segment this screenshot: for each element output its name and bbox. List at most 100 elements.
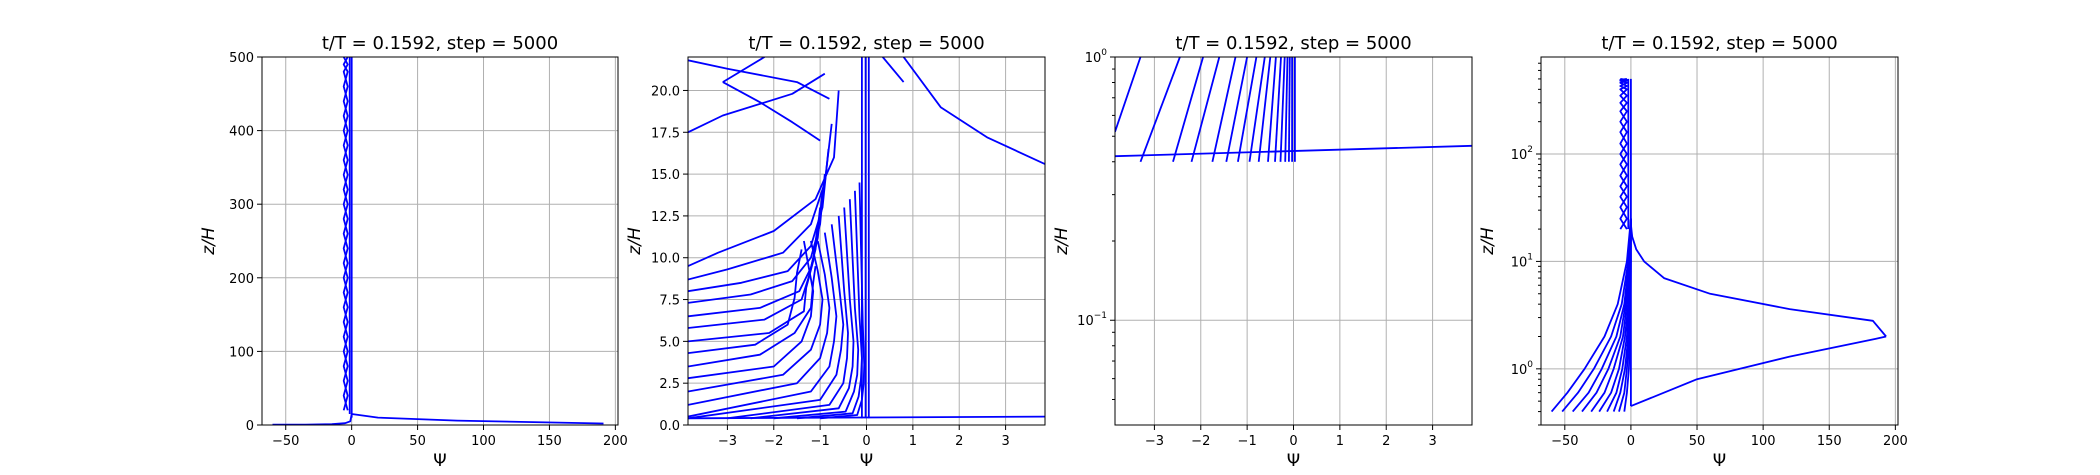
series-line-1: [272, 413, 604, 425]
chart-title: t/T = 0.1592, step = 5000: [748, 33, 984, 54]
x-axis-label: Ψ: [433, 451, 446, 471]
x-tick-label: 150: [1817, 434, 1842, 449]
x-tick-label: 50: [1689, 434, 1706, 449]
y-tick-label: 100: [1511, 360, 1534, 378]
series-line-2: [1630, 224, 1887, 338]
x-tick-label: 50: [409, 434, 426, 449]
series-line-2: [1115, 57, 1142, 133]
y-tick-label: 102: [1511, 145, 1533, 163]
series-line-26: [722, 81, 821, 142]
series-line-13: [688, 240, 831, 406]
y-axis-label: z/H: [625, 227, 645, 256]
series-line-29: [882, 57, 905, 83]
y-tick-label: 200: [229, 272, 254, 287]
x-tick-label: −3: [718, 434, 737, 449]
y-tick-label: 10−1: [1077, 311, 1107, 329]
y-tick-label: 101: [1511, 252, 1533, 270]
series-line-11: [688, 240, 815, 380]
x-tick-label: 150: [537, 434, 562, 449]
chart-panel-1: −50 0 50 100 150 200 0 100 200 300 400 500 t/T = 0.1…: [199, 33, 628, 471]
x-tick-label: −1: [811, 434, 830, 449]
series-line-18: [773, 199, 860, 420]
y-tick-label: 100: [229, 345, 254, 360]
y-tick-label: 100: [1085, 48, 1108, 66]
series-line-27: [722, 57, 765, 83]
x-tick-label: 200: [1883, 434, 1908, 449]
chart-title: t/T = 0.1592, step = 5000: [1601, 33, 1837, 54]
series-line-14: [688, 232, 838, 418]
x-tick-label: −2: [764, 434, 783, 449]
x-tick-label: 0: [1289, 434, 1297, 449]
series-line-3: [342, 57, 349, 411]
series-line-7: [1225, 57, 1248, 162]
series-line-11: [1267, 57, 1277, 162]
series-line-14: [1284, 57, 1289, 162]
series-line-8: [688, 224, 819, 343]
y-tick-label: 400: [229, 125, 254, 140]
x-tick-label: 2: [955, 434, 963, 449]
series-line-4: [1172, 57, 1204, 163]
y-tick-label: 5.0: [659, 335, 680, 350]
x-tick-label: 100: [471, 434, 496, 449]
x-tick-label: 100: [1751, 434, 1776, 449]
x-tick-label: −50: [272, 434, 299, 449]
y-tick-label: 2.5: [659, 377, 680, 392]
series-line-7: [688, 207, 821, 329]
series-line-17: [750, 207, 855, 420]
x-tick-label: 200: [603, 434, 628, 449]
y-axis-label: z/H: [1052, 227, 1072, 256]
x-tick-label: 0: [348, 434, 356, 449]
x-tick-label: −3: [1145, 434, 1164, 449]
x-tick-label: 3: [1428, 434, 1436, 449]
y-tick-label: 0.0: [659, 419, 680, 434]
series-line-3: [1550, 218, 1632, 413]
series-line-4: [1561, 218, 1632, 413]
series-line-10: [688, 265, 817, 368]
y-axis-label: z/H: [1478, 227, 1498, 256]
series-line-9: [1248, 57, 1266, 162]
x-tick-label: 3: [1001, 434, 1009, 449]
series-line-6: [1211, 57, 1237, 162]
series-line-6: [1581, 218, 1632, 413]
chart-title: t/T = 0.1592, step = 5000: [1175, 33, 1411, 54]
y-tick-label: 300: [229, 198, 254, 213]
x-tick-label: 0: [1627, 434, 1635, 449]
series-line-12: [1274, 57, 1282, 162]
y-tick-label: 15.0: [651, 168, 680, 183]
x-tick-label: −1: [1238, 434, 1257, 449]
plot-frame: [1540, 56, 1899, 426]
x-axis-label: Ψ: [860, 451, 873, 471]
y-tick-label: 12.5: [651, 210, 680, 225]
x-axis-label: Ψ: [1713, 451, 1726, 471]
series-line-15: [688, 224, 845, 420]
series-line-19: [796, 190, 863, 420]
y-axis-label: z/H: [199, 227, 219, 256]
y-tick-label: 7.5: [659, 294, 680, 309]
series-line-12: [688, 240, 824, 393]
series-line-8: [1237, 57, 1258, 162]
series-line-5: [1190, 57, 1221, 163]
series-line-24: [688, 59, 830, 100]
series-line-25: [688, 72, 826, 134]
x-tick-label: −2: [1191, 434, 1210, 449]
chart-panel-2: −3 −2 −1 0 1 2 3 0.0 2.5 5.0 7.5 10.0 12.5 15.0 17.5 20…: [625, 33, 1046, 471]
plot-frame: [261, 56, 619, 426]
y-tick-label: 10.0: [651, 252, 680, 267]
series-line-2: [688, 90, 840, 267]
chart-panel-3: −3 −2 −1 0 1 2 3 10−1 100 t/T = 0.1592, step = 50…: [1052, 33, 1473, 471]
series-line-28: [902, 57, 1045, 165]
series-line-15: [1288, 57, 1291, 162]
series-line-9: [688, 249, 803, 354]
series-line-6: [688, 190, 824, 318]
series-line-16: [727, 215, 849, 420]
series-line-10: [1257, 57, 1272, 162]
series-line-13: [1279, 57, 1286, 162]
x-tick-label: 2: [1382, 434, 1390, 449]
x-tick-label: 0: [862, 434, 870, 449]
series-line-3: [1139, 57, 1181, 163]
chart-panel-4: −50 0 50 100 150 200 100 101 102 t/T = 0.1592, st…: [1478, 33, 1908, 471]
x-axis-label: Ψ: [1287, 451, 1300, 471]
series-line-16: [1619, 78, 1628, 230]
series-line-4: [688, 148, 830, 293]
